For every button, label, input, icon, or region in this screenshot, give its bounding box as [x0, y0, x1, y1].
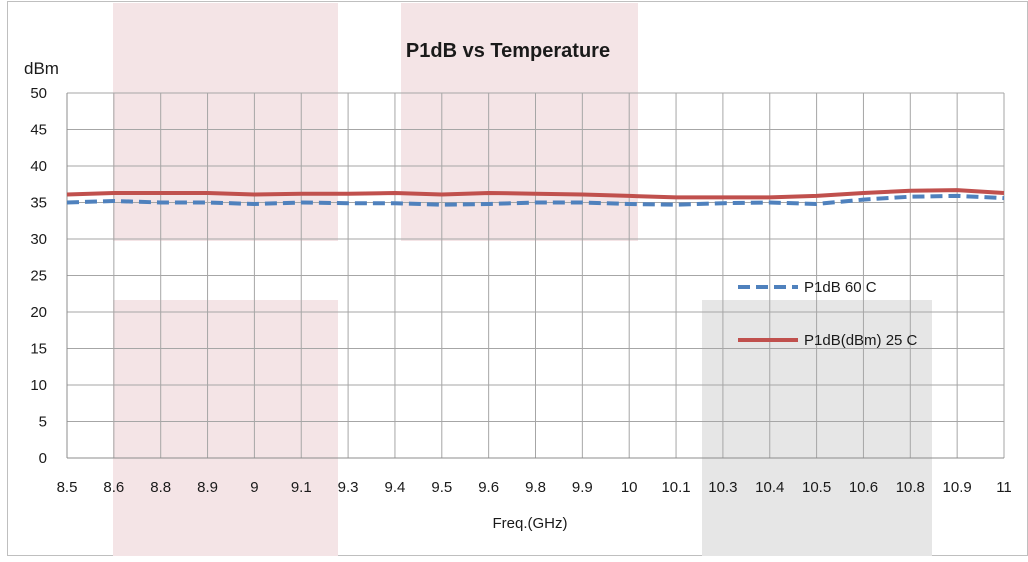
x-tick-label: 10.6 [849, 479, 878, 496]
y-axis-label: dBm [24, 59, 59, 78]
gridlines [66, 92, 1005, 459]
x-tick-label: 9.8 [525, 479, 546, 496]
x-tick-label: 8.5 [57, 479, 78, 496]
series-layer [66, 188, 1005, 207]
y-tick-label: 10 [30, 377, 47, 394]
x-tick-label: 9.1 [291, 479, 312, 496]
x-tick-label: 9.5 [431, 479, 452, 496]
x-tick-label: 10.5 [802, 479, 831, 496]
x-tick-label: 9 [250, 479, 258, 496]
x-tick-label: 9.6 [478, 479, 499, 496]
y-tick-label: 50 [30, 85, 47, 102]
chart-title: P1dB vs Temperature [406, 40, 610, 62]
x-tick-label: 10.8 [896, 479, 925, 496]
x-tick-label: 8.8 [150, 479, 171, 496]
x-tick-label: 8.9 [197, 479, 218, 496]
y-tick-label: 40 [30, 158, 47, 175]
x-tick-label: 10.3 [708, 479, 737, 496]
series-line-p1db-60c [66, 193, 1005, 207]
x-tick-label: 10.1 [661, 479, 690, 496]
x-tick-label: 9.4 [385, 479, 406, 496]
y-tick-label: 0 [39, 450, 47, 467]
series-line-p1db-25c [66, 188, 1005, 200]
x-tick-label: 10.4 [755, 479, 784, 496]
y-tick-label: 30 [30, 231, 47, 248]
x-axis-label: Freq.(GHz) [493, 515, 568, 532]
legend: P1dB 60 C P1dB(dBm) 25 C [738, 279, 918, 349]
y-tick-label: 25 [30, 268, 47, 285]
x-tick-label: 11 [996, 479, 1012, 496]
x-tick-labels: 8.5 8.6 8.8 8.9 9 9.1 9.3 9.4 9.5 9.6 9.8 9.9 10 10.1… [57, 479, 1012, 496]
shade-block [113, 300, 338, 556]
legend-entry: P1dB 60 C [804, 279, 877, 296]
y-tick-label: 45 [30, 122, 47, 139]
x-tick-label: 10.9 [943, 479, 972, 496]
y-tick-labels: 0 5 10 15 20 25 30 35 40 45 50 [30, 85, 47, 467]
x-tick-label: 9.3 [338, 479, 359, 496]
x-tick-label: 8.6 [103, 479, 124, 496]
y-tick-label: 20 [30, 304, 47, 321]
shade-block [113, 3, 338, 241]
y-tick-label: 5 [39, 414, 47, 431]
x-tick-label: 9.9 [572, 479, 593, 496]
x-tick-label: 10 [621, 479, 638, 496]
y-tick-label: 15 [30, 341, 47, 358]
y-tick-label: 35 [30, 195, 47, 212]
legend-entry: P1dB(dBm) 25 C [804, 332, 918, 349]
